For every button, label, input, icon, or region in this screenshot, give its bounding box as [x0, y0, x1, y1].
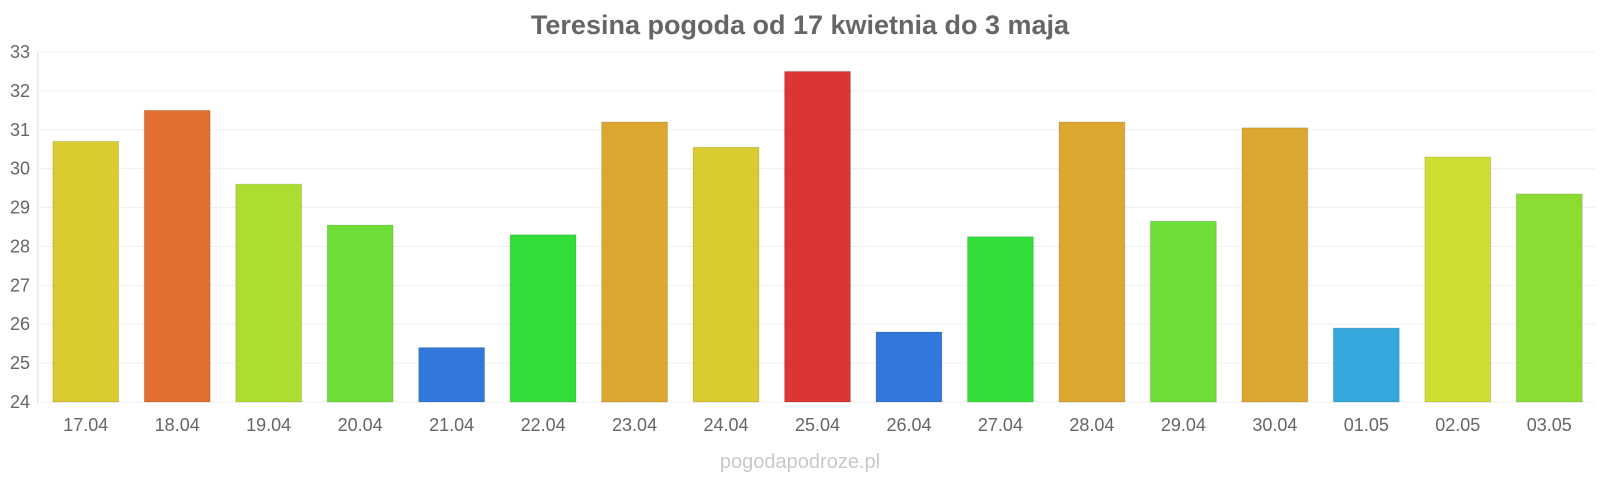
y-tick-label: 32 — [10, 81, 30, 101]
x-tick-label: 18.04 — [155, 415, 200, 435]
bar-26.04 — [875, 331, 943, 403]
x-tick-label: 17.04 — [63, 415, 108, 435]
x-tick-label: 28.04 — [1069, 415, 1114, 435]
y-tick-label: 27 — [10, 275, 30, 295]
x-tick-label: 23.04 — [612, 415, 657, 435]
x-tick-label: 30.04 — [1252, 415, 1297, 435]
x-tick-label: 21.04 — [429, 415, 474, 435]
bar-24.04 — [692, 146, 760, 403]
x-tick-label: 22.04 — [521, 415, 566, 435]
bar-25.04 — [784, 70, 851, 403]
x-tick-label: 26.04 — [886, 415, 931, 435]
y-tick-label: 26 — [10, 314, 30, 334]
bar-03.05 — [1515, 193, 1583, 403]
bar-30.04 — [1241, 127, 1309, 403]
y-tick-label: 31 — [10, 120, 30, 140]
x-tick-label: 27.04 — [978, 415, 1023, 435]
watermark: pogodapodroze.pl — [719, 451, 881, 473]
bar-23.04 — [601, 121, 668, 403]
y-tick-label: 25 — [10, 353, 30, 373]
x-tick-label: 29.04 — [1161, 415, 1206, 435]
bar-27.04 — [967, 236, 1034, 403]
bar-29.04 — [1149, 220, 1217, 403]
y-tick-label: 24 — [10, 392, 30, 412]
y-tick-label: 30 — [10, 159, 30, 179]
x-tick-label: 01.05 — [1344, 415, 1389, 435]
x-tick-label: 25.04 — [795, 415, 840, 435]
chart-title: Teresina pogoda od 17 kwietnia do 3 maja — [530, 10, 1070, 40]
x-tick-label: 02.05 — [1435, 415, 1480, 435]
x-tick-label: 24.04 — [704, 415, 749, 435]
bar-17.04 — [52, 140, 120, 403]
y-tick-label: 29 — [10, 198, 30, 218]
bar-01.05 — [1332, 327, 1400, 403]
bar-20.04 — [326, 224, 394, 403]
y-tick-label: 28 — [10, 236, 30, 256]
bar-02.05 — [1424, 156, 1492, 403]
x-tick-labels: 17.04 18.04 19.04 20.04 21.04 22.04 23.04 24.04… — [63, 415, 1572, 435]
bar-18.04 — [143, 109, 211, 403]
x-tick-label: 19.04 — [246, 415, 291, 435]
x-tick-label: 20.04 — [338, 415, 383, 435]
bar-28.04 — [1058, 121, 1126, 403]
x-tick-label: 03.05 — [1527, 415, 1572, 435]
y-tick-label: 33 — [10, 42, 30, 62]
bar-22.04 — [509, 234, 577, 403]
bar-21.04 — [418, 347, 486, 403]
bar-19.04 — [235, 183, 303, 403]
y-tick-labels: 24 25 26 27 28 29 30 31 32 33 — [10, 42, 30, 412]
bars — [52, 70, 1583, 403]
